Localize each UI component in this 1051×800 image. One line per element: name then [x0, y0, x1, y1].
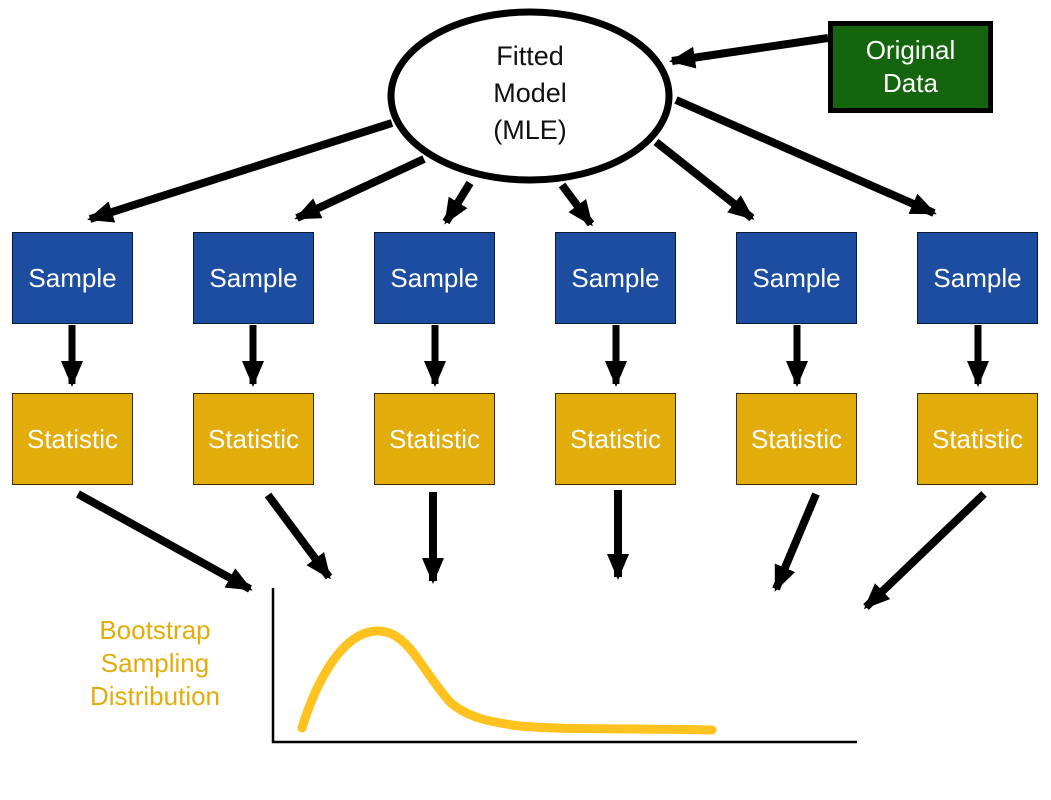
original-data-box: Original Data	[828, 21, 993, 113]
statistic-label: Statistic	[388, 423, 481, 454]
sample-label: Sample	[752, 262, 841, 293]
plot-axes	[271, 588, 857, 744]
fitted-model-line: Fitted	[496, 41, 564, 71]
fitted-model-line: Model	[493, 78, 567, 108]
sample-label: Sample	[209, 262, 298, 293]
original-data-line: Original	[865, 35, 956, 65]
statistic-label: Statistic	[931, 423, 1024, 454]
statistic-label: Statistic	[569, 423, 662, 454]
statistic-label: Statistic	[26, 423, 119, 454]
statistic-box-4: Statistic	[555, 393, 676, 485]
statistic-box-1: Statistic	[12, 393, 133, 485]
sample-box-5: Sample	[736, 232, 857, 324]
original-data-line: Data	[883, 68, 938, 98]
distribution-curve	[297, 626, 717, 735]
sample-label: Sample	[933, 262, 1022, 293]
statistic-box-2: Statistic	[193, 393, 314, 485]
sample-box-2: Sample	[193, 232, 314, 324]
fitted-model-label: Fitted Model (MLE)	[430, 38, 630, 149]
statistic-box-3: Statistic	[374, 393, 495, 485]
sample-box-1: Sample	[12, 232, 133, 324]
sample-label: Sample	[571, 262, 660, 293]
fitted-model-line: (MLE)	[493, 115, 567, 145]
sample-box-6: Sample	[917, 232, 1038, 324]
arrow-original-to-model	[669, 34, 829, 69]
distribution-caption-line: Bootstrap	[99, 615, 211, 645]
sample-box-3: Sample	[374, 232, 495, 324]
arrows-statistic-to-plot	[76, 490, 987, 610]
arrows-sample-to-statistic	[61, 325, 989, 387]
distribution-caption: Bootstrap Sampling Distribution	[40, 614, 270, 713]
arrows-model-to-samples	[87, 96, 937, 227]
distribution-caption-line: Distribution	[89, 681, 221, 711]
sample-label: Sample	[28, 262, 117, 293]
sample-box-4: Sample	[555, 232, 676, 324]
fitted-model-ellipse	[387, 8, 673, 184]
statistic-label: Statistic	[750, 423, 843, 454]
statistic-box-5: Statistic	[736, 393, 857, 485]
statistic-label: Statistic	[207, 423, 300, 454]
distribution-caption-line: Sampling	[100, 648, 210, 678]
statistic-box-6: Statistic	[917, 393, 1038, 485]
sample-label: Sample	[390, 262, 479, 293]
